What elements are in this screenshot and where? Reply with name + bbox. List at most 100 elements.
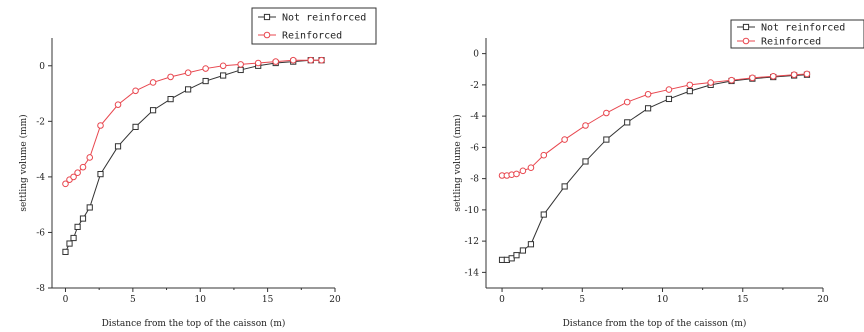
data-point-square: [582, 158, 589, 165]
legend: Not reinforced Reinforced: [251, 7, 377, 45]
data-point-circle: [272, 58, 280, 65]
chart-panel-1: 0 5 10 15 20 0 -2 -4 -6 -8 Distance from the top o…: [18, 7, 377, 329]
series-line: [502, 74, 807, 261]
legend-label: Not reinforced: [761, 23, 845, 34]
data-point-circle: [644, 90, 652, 98]
data-point-square: [79, 215, 87, 222]
data-point-square: [527, 241, 535, 248]
data-point-square: [149, 107, 157, 114]
data-point-circle: [561, 136, 568, 143]
series-not-reinforced: [498, 71, 811, 263]
y-tick-label: -2: [470, 81, 479, 91]
legend-box: [251, 7, 377, 45]
data-point-circle: [790, 71, 798, 79]
y-tick-label: -8: [470, 175, 479, 185]
data-point-circle: [603, 109, 610, 117]
series-reinforced: [498, 70, 811, 179]
y-tick-label: 0: [473, 50, 479, 60]
data-point-circle: [582, 122, 589, 129]
data-point-square: [624, 119, 631, 126]
data-point-square: [114, 143, 122, 150]
data-point-circle: [167, 73, 174, 81]
data-point-square: [519, 247, 527, 254]
chart-panel-2: 0 5 10 15 20 0 -2 -4 -6 -8 -10 -12 -14 Distance from …: [452, 19, 864, 329]
legend-marker-circle: [263, 31, 271, 39]
y-axis-title: settling volume (mm): [18, 114, 29, 211]
legend-marker-square: [742, 23, 750, 31]
series-line: [65, 59, 322, 253]
x-tick-label: 15: [262, 295, 274, 305]
data-point-square: [185, 86, 192, 93]
data-point-circle: [307, 56, 315, 64]
legend-marker-circle: [742, 37, 750, 45]
data-point-circle: [519, 167, 527, 175]
data-point-circle: [74, 169, 81, 177]
series-line: [65, 59, 322, 185]
series-not-reinforced: [62, 57, 325, 255]
data-point-square: [202, 77, 209, 85]
x-tick-label: 0: [63, 295, 69, 305]
data-point-circle: [513, 170, 520, 178]
data-point-square: [220, 72, 227, 79]
data-point-circle: [149, 79, 157, 86]
data-point-square: [132, 123, 139, 130]
y-tick-label: -6: [36, 228, 45, 238]
y-tick-label: -2: [36, 117, 45, 127]
x-tick-label: 20: [817, 295, 829, 305]
data-point-circle: [202, 65, 209, 72]
data-point-square: [70, 234, 77, 242]
series-line: [502, 73, 807, 176]
data-point-square: [74, 223, 81, 230]
y-tick-label: -10: [465, 206, 480, 216]
data-point-circle: [237, 61, 244, 68]
data-point-square: [561, 183, 568, 190]
data-point-circle: [289, 56, 297, 64]
data-point-circle: [728, 76, 735, 84]
data-point-circle: [318, 56, 325, 64]
data-point-circle: [70, 173, 77, 181]
data-point-square: [603, 136, 610, 143]
data-point-square: [686, 88, 693, 95]
x-tick-label: 5: [579, 295, 585, 305]
data-point-circle: [254, 59, 262, 67]
data-point-square: [167, 96, 174, 103]
y-tick-label: -4: [470, 112, 479, 122]
data-point-square: [665, 95, 673, 103]
data-point-circle: [114, 101, 122, 108]
data-point-circle: [219, 62, 227, 70]
data-point-circle: [623, 98, 631, 106]
data-point-square: [66, 240, 73, 247]
x-axis-title: Distance from the top of the caisson (m): [563, 318, 747, 329]
x-tick-label: 15: [737, 295, 749, 305]
y-axis-title: settling volume (mm): [452, 114, 463, 211]
legend-label: Not reinforced: [282, 13, 366, 24]
data-point-circle: [803, 70, 811, 78]
x-tick-label: 10: [657, 295, 669, 305]
x-tick-label: 5: [130, 295, 136, 305]
data-point-circle: [686, 81, 694, 89]
x-tick-label: 20: [329, 295, 341, 305]
legend-box: [730, 19, 864, 49]
data-point-circle: [79, 163, 87, 171]
data-point-circle: [97, 122, 104, 129]
data-point-circle: [707, 79, 714, 86]
legend-marker-square: [263, 13, 271, 21]
data-point-circle: [527, 164, 535, 171]
data-point-square: [97, 171, 104, 178]
data-point-circle: [184, 69, 192, 77]
series-reinforced: [62, 56, 325, 188]
data-point-circle: [540, 151, 548, 159]
data-point-square: [540, 211, 547, 218]
data-point-circle: [769, 72, 777, 80]
data-point-square: [86, 204, 93, 211]
data-point-square: [237, 66, 244, 74]
y-tick-label: -8: [36, 284, 45, 294]
data-point-square: [62, 248, 69, 255]
y-tick-label: 0: [39, 62, 45, 72]
legend-label: Reinforced: [282, 31, 342, 42]
data-point-square: [508, 255, 515, 262]
x-tick-label: 0: [499, 295, 505, 305]
y-tick-label: -14: [465, 268, 480, 278]
data-point-circle: [62, 180, 69, 188]
